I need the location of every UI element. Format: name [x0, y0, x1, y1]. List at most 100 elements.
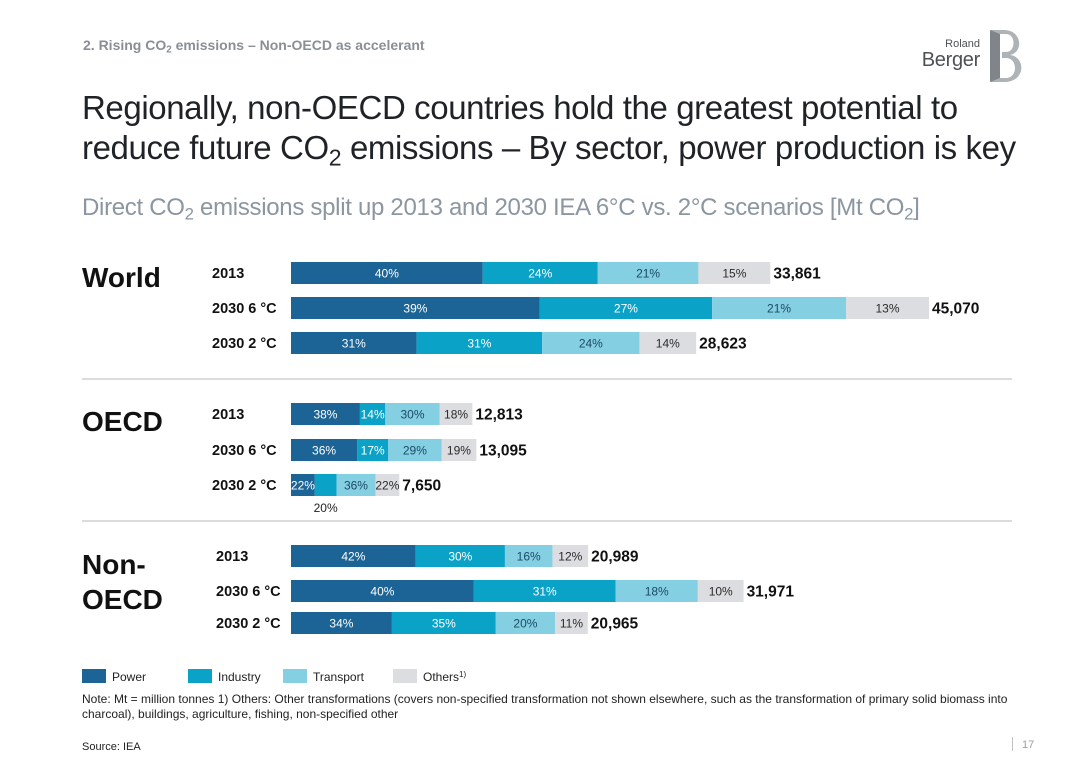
bar-segment-others [552, 545, 589, 567]
bar-total-label: 45,070 [932, 301, 979, 318]
bar-segment-others [846, 297, 929, 319]
bar-segment-label: 21% [767, 302, 791, 316]
bar-segment-industry [359, 403, 386, 425]
bar-segment-label: 39% [403, 302, 427, 316]
bar-segment-others [639, 332, 697, 354]
bar-total-label: 31,971 [747, 584, 795, 601]
row-year-label: 2030 6 °C [212, 443, 277, 459]
row-year-label: 2030 6 °C [216, 584, 281, 600]
bar-segment-others [555, 612, 588, 634]
bar-segment-label: 34% [329, 617, 353, 631]
bar-segment-transport [615, 580, 698, 602]
bar-segment-label: 29% [403, 444, 427, 458]
region-label-non-oecd-line1: Non- [82, 549, 146, 580]
bar-segment-label: 19% [447, 444, 471, 458]
bar-segment-label: 14% [656, 337, 680, 351]
bar-segment-industry [473, 580, 616, 602]
bar-segment-transport [504, 545, 553, 567]
bar-total-label: 28,623 [699, 336, 747, 353]
bar-segment-transport [597, 262, 699, 284]
region-label-world: World [82, 262, 161, 293]
bar-segment-label: 42% [341, 550, 365, 564]
bar-segment-label: 11% [560, 617, 583, 631]
bar-segment-industry [539, 297, 713, 319]
bar-segment-label: 31% [533, 585, 557, 599]
region-label-oecd: OECD [82, 406, 163, 437]
bar-segment-industry [416, 332, 543, 354]
bar-segment-label: 35% [432, 617, 456, 631]
page-title: Regionally, non-OECD countries hold the … [82, 89, 1016, 171]
bar-segment-industry [391, 612, 496, 634]
source-note: Source: IEA [82, 741, 141, 753]
logo-text-roland: Roland [945, 38, 980, 50]
bar-segment-label: 18% [645, 585, 669, 599]
bar-segment-label: 30% [448, 550, 472, 564]
row-year-label: 2030 2 °C [212, 478, 277, 494]
bar-segment-transport [388, 439, 442, 461]
bar-segment-label: 31% [467, 337, 491, 351]
bar-segment-others [697, 580, 744, 602]
bar-total-label: 12,813 [475, 407, 523, 424]
bar-segment-label: 22% [291, 479, 315, 493]
bar-segment-label: 36% [312, 444, 336, 458]
bar-segment-transport [712, 297, 847, 319]
logo-b-mark-icon [990, 30, 1022, 82]
row-year-label: 2013 [216, 549, 248, 565]
footnote: Note: Mt = million tonnes 1) Others: Oth… [82, 692, 1008, 721]
section-kicker: 2. Rising CO2 emissions – Non-OECD as ac… [83, 37, 425, 56]
bar-segment-label: 30% [401, 408, 425, 422]
bar-segment-label: 13% [876, 302, 900, 316]
legend-swatch-industry [188, 669, 212, 683]
bar-segment-label: 12% [558, 550, 582, 564]
bar-segment-power [291, 612, 392, 634]
bar-segment-others [698, 262, 771, 284]
bar-segment-transport [495, 612, 556, 634]
legend-label-transport: Transport [313, 670, 365, 684]
stacked-bar-chart: World OECD Non- OECD 2013 40% 24% 21% 15% 33,… [82, 262, 1012, 684]
bar-segment-power [291, 262, 483, 284]
page-number: 17 [1022, 739, 1035, 751]
chart-subtitle: Direct CO2 emissions split up 2013 and 2… [82, 194, 920, 224]
bar-segment-label: 20% [314, 501, 338, 515]
legend-label-others: Others1) [423, 670, 466, 684]
bar-segment-label: 24% [579, 337, 603, 351]
bar-segment-label: 27% [614, 302, 638, 316]
row-year-label: 2030 2 °C [216, 616, 281, 632]
row-year-label: 2030 2 °C [212, 336, 277, 352]
bar-segment-label: 14% [361, 408, 385, 422]
bar-segment-power [291, 332, 417, 354]
bar-segment-label: 21% [636, 267, 660, 281]
bar-segment-power [291, 580, 474, 602]
bar-segment-label: 40% [370, 585, 394, 599]
bar-segment-label: 15% [722, 267, 746, 281]
bar-segment-transport [336, 474, 376, 496]
bar-segment-others [439, 403, 473, 425]
bar-segment-label: 31% [342, 337, 366, 351]
bar-segment-power [291, 403, 360, 425]
legend: Power Industry Transport Others1) [82, 669, 466, 684]
bar-total-label: 33,861 [773, 266, 821, 283]
bar-total-label: 20,989 [591, 549, 639, 566]
bar-segment-label: 20% [513, 617, 537, 631]
bar-segment-power [291, 474, 315, 496]
legend-swatch-transport [283, 669, 307, 683]
bar-segment-power [291, 439, 358, 461]
bar-segment-label: 16% [517, 550, 541, 564]
roland-berger-logo: Roland Berger [922, 28, 1030, 84]
bar-segment-label: 18% [444, 408, 468, 422]
bar-segment-label: 38% [313, 408, 337, 422]
bar-segment-industry [415, 545, 505, 567]
region-label-non-oecd-line2: OECD [82, 584, 163, 615]
bar-segment-power [291, 545, 416, 567]
bar-segment-label: 10% [709, 585, 733, 599]
bar-segment-others [441, 439, 477, 461]
bar-total-label: 13,095 [479, 443, 527, 460]
row-year-label: 2030 6 °C [212, 301, 277, 317]
legend-label-industry: Industry [218, 670, 261, 684]
bar-segment-industry [314, 474, 337, 496]
legend-swatch-power [82, 669, 106, 683]
bar-segment-power [291, 297, 540, 319]
bar-segment-others [375, 474, 400, 496]
bars-layer: 2013 40% 24% 21% 15% 33,861 2030 6 °C 39% 27% 21%… [212, 262, 979, 634]
row-year-label: 2013 [212, 407, 244, 423]
